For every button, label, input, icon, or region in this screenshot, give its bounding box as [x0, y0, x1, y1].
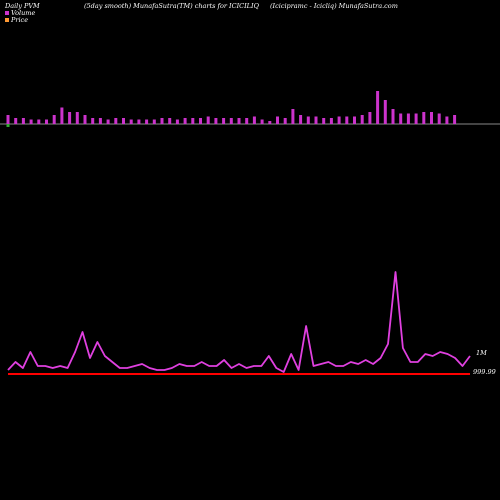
volume-bar [68, 112, 72, 124]
volume-bar [414, 113, 418, 124]
volume-bar [114, 118, 118, 124]
volume-bar [406, 113, 410, 124]
volume-bar [329, 118, 333, 124]
volume-bar [283, 118, 287, 124]
volume-bar [175, 119, 179, 124]
legend-volume-label: Volume [11, 9, 36, 17]
volume-bar [206, 116, 210, 124]
chart-type-label: Daily PVM [5, 2, 40, 10]
volume-bar [214, 118, 218, 124]
volume-bar [229, 118, 233, 124]
legend-volume: Volume [5, 9, 35, 17]
pvm-line [7, 271, 471, 373]
volume-bar [291, 109, 295, 124]
volume-bar [383, 100, 387, 124]
volume-bar [345, 116, 349, 124]
volume-bar [222, 118, 226, 124]
volume-bar [98, 118, 102, 124]
volume-bar [391, 109, 395, 124]
volume-bar [276, 116, 279, 124]
legend-price-label: Price [11, 16, 29, 24]
volume-bar [21, 118, 25, 124]
volume-bar-down [6, 124, 10, 127]
volume-bar [260, 119, 264, 124]
volume-bar [399, 113, 403, 124]
volume-bar [306, 116, 310, 124]
price-end-label: 999.99 [473, 368, 496, 376]
volume-bar [129, 119, 133, 124]
volume-bar [252, 116, 256, 124]
volume-bar [106, 119, 110, 124]
volume-bar [183, 118, 187, 124]
volume-bar [14, 118, 18, 124]
volume-bar [437, 113, 441, 124]
pvm-end-label: 1M [476, 349, 487, 357]
volume-bar [52, 115, 56, 124]
volume-bar [122, 118, 125, 124]
volume-bar [145, 119, 149, 124]
volume-bar [314, 116, 318, 124]
volume-bar [268, 121, 272, 124]
volume-bar [368, 112, 372, 124]
legend-price-swatch [5, 18, 9, 22]
volume-bar [75, 112, 79, 124]
volume-bar [168, 118, 172, 124]
volume-bar [91, 118, 95, 124]
volume-bar [6, 115, 10, 124]
volume-bar [430, 112, 433, 124]
volume-bar [353, 116, 356, 124]
volume-bar [160, 118, 164, 124]
volume-bar [237, 118, 241, 124]
volume-bar [29, 119, 33, 124]
volume-bar [453, 115, 457, 124]
volume-bar [360, 115, 364, 124]
legend-volume-swatch [5, 11, 9, 15]
volume-bar [45, 119, 48, 124]
volume-bar [322, 118, 326, 124]
volume-bar [199, 118, 202, 124]
chart-title: (5day smooth) MunafaSutra(TM) charts for… [84, 2, 259, 10]
volume-bar [299, 115, 303, 124]
volume-bar [422, 112, 426, 124]
volume-bar [152, 119, 156, 124]
chart-source: (Icicipramc - Icicliq) MunafaSutra.com [270, 2, 398, 10]
volume-bar [60, 107, 64, 124]
legend-price: Price [5, 16, 28, 24]
volume-bar [137, 119, 141, 124]
volume-bar [83, 115, 87, 124]
volume-bar [245, 118, 249, 124]
volume-bar [376, 91, 380, 124]
volume-bar [191, 118, 195, 124]
volume-bar [37, 119, 41, 124]
volume-bar [337, 116, 341, 124]
volume-bar [445, 116, 449, 124]
